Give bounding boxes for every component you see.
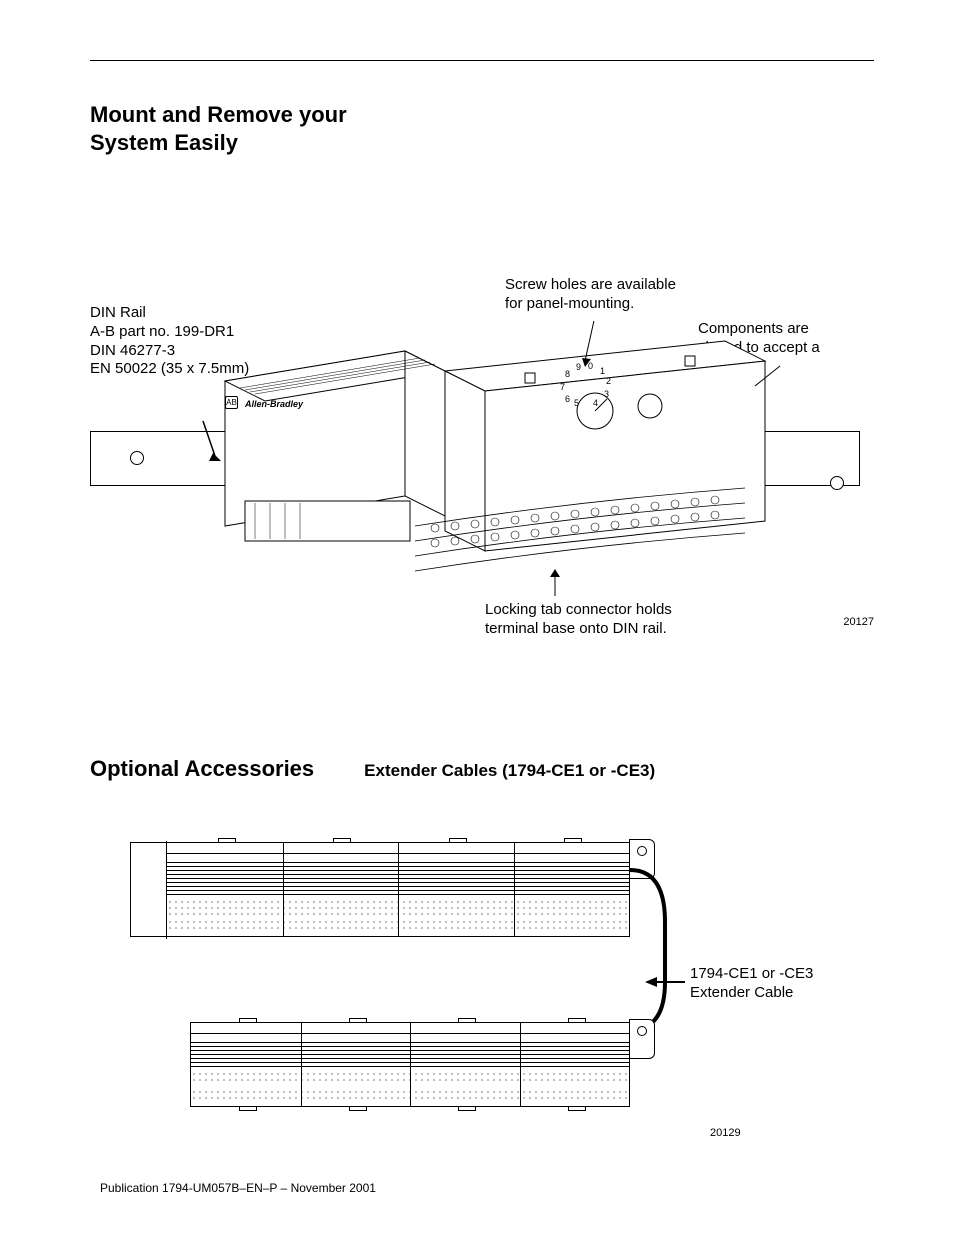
rack-top-adapter [131, 841, 167, 939]
brand-label: Allen-Bradley [245, 399, 303, 410]
cable-line2: Extender Cable [690, 984, 813, 1003]
top-rule [90, 60, 874, 61]
lock-line2: terminal base onto DIN rail. [485, 620, 672, 639]
dial-6: 6 [565, 394, 570, 405]
arrow-icon [645, 974, 685, 990]
isometric-module-drawing [185, 321, 785, 601]
heading-line2: System Easily [90, 130, 238, 155]
dial-5: 5 [574, 398, 579, 409]
figure2-id: 20129 [710, 1127, 741, 1139]
heading-optional-accessories: Optional Accessories [90, 756, 314, 782]
dial-7: 7 [560, 382, 565, 393]
callout-extender-cable: 1794-CE1 or -CE3 Extender Cable [690, 965, 813, 1003]
publication-footer: Publication 1794-UM057B–EN–P – November … [100, 1181, 376, 1195]
dial-9: 9 [576, 362, 581, 373]
lock-line1: Locking tab connector holds [485, 601, 672, 620]
rail-hole-right [830, 476, 844, 490]
subheading-extender-cables: Extender Cables (1794-CE1 or -CE3) [364, 761, 655, 781]
screw-line1: Screw holes are available [505, 276, 676, 295]
rack-top [130, 842, 630, 937]
ab-logo-icon: AB [225, 396, 238, 409]
callout-screw-holes: Screw holes are available for panel-moun… [505, 276, 676, 314]
screw-line2: for panel-mounting. [505, 295, 676, 314]
figure-extender-cables: 1794-CE1 or -CE3 Extender Cable [90, 842, 874, 1202]
extender-cable-graphic [625, 862, 685, 1037]
dial-8: 8 [565, 369, 570, 380]
heading-line1: Mount and Remove your [90, 102, 347, 127]
cable-line1: 1794-CE1 or -CE3 [690, 965, 813, 984]
dial-2: 2 [606, 376, 611, 387]
dial-4: 4 [593, 398, 598, 409]
din-line1: DIN Rail [90, 304, 249, 323]
figure1-id: 20127 [843, 616, 874, 628]
callout-locking-tab: Locking tab connector holds terminal bas… [485, 601, 672, 639]
dial-1: 1 [600, 366, 605, 377]
figure-mount-remove: DIN Rail A-B part no. 199-DR1 DIN 46277-… [90, 276, 874, 716]
section-heading-mount: Mount and Remove your System Easily [90, 101, 874, 156]
dial-3: 3 [604, 389, 609, 400]
dial-0: 0 [588, 361, 593, 372]
section-optional-accessories: Optional Accessories Extender Cables (17… [90, 756, 874, 782]
rack-bottom [190, 1022, 630, 1107]
rail-hole-left [130, 451, 144, 465]
